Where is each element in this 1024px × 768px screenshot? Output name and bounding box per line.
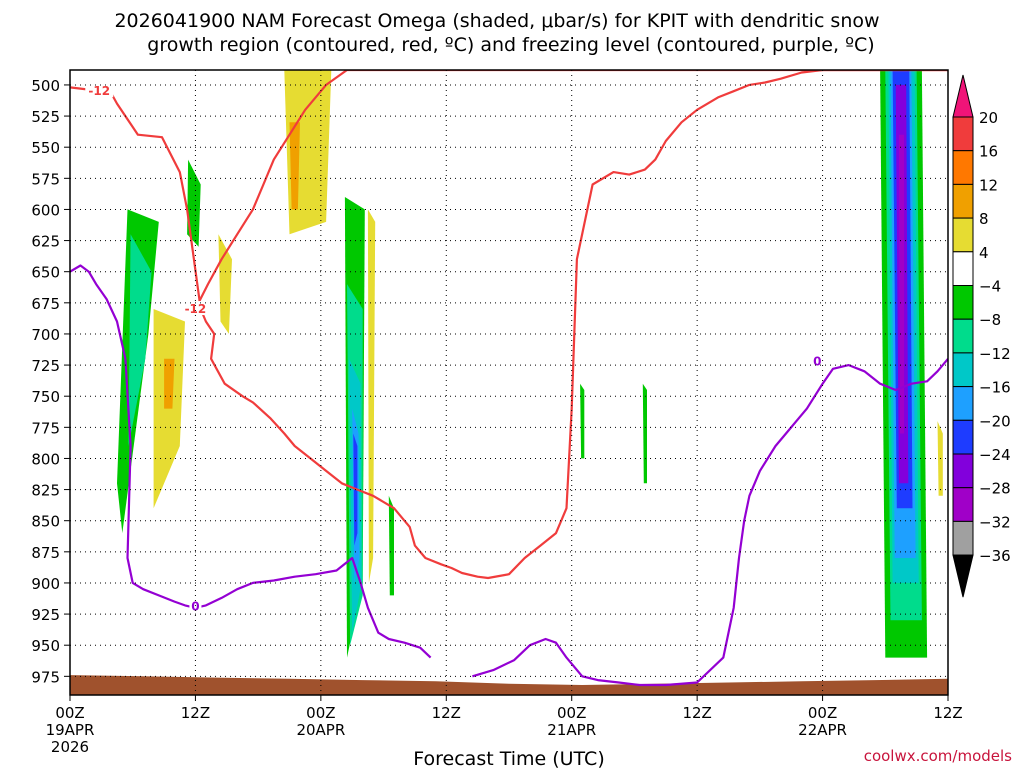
dgz-contour-1 [194,70,948,310]
x-tick-label-24: 00Z [306,704,335,722]
colorbar-label-13: −36 [979,547,1011,565]
colorbar-swatch-1 [952,116,974,152]
dgz-contour-label-bg-1 [181,301,210,316]
y-tick-label-950: 950 [31,637,60,655]
dgz-contour-0 [70,70,948,580]
colorbar: 20 16 12 8 4 −4 −8 −12 −16 −20 −24 −28 −32 −36 [952,74,1011,598]
omega-region-6 [164,358,175,409]
chart-title-line-2: growth region (contoured, red, ºC) and f… [147,34,874,56]
colorbar-label-7: −12 [979,345,1011,363]
y-tick-label-575: 575 [31,170,60,188]
y-tick-label-750: 750 [31,388,60,406]
axes: 500 525 550 575 600 625 650 675 700 725 750 775 800 8… [31,69,963,756]
y-tick-label-525: 525 [31,108,60,126]
x-tick-year-0: 2026 [51,738,89,756]
x-tick-date-72: 22APR [798,721,847,739]
freezing-contour-2 [70,264,432,659]
colorbar-label-6: −8 [979,311,1001,329]
colorbar-label-3: 8 [979,210,989,228]
colorbar-label-10: −24 [979,446,1011,464]
freezing-contour-3 [472,358,948,687]
colorbar-swatch-2 [952,150,974,185]
freezing-contour-label-3: 0 [813,354,821,368]
colorbar-swatch-7 [952,318,974,354]
colorbar-label-1: 16 [979,143,998,161]
chart-title-line-1: 2026041900 NAM Forecast Omega (shaded, μ… [114,10,879,32]
credit-text: coolwx.com/models [864,747,1012,765]
colorbar-label-0: 20 [979,109,998,127]
y-tick-label-700: 700 [31,326,60,344]
y-tick-label-775: 775 [31,419,60,437]
freezing-contour-label-2: 0 [191,600,199,614]
omega-region-1 [128,234,152,446]
dgz-contour-label-bg-0 [85,83,114,98]
x-tick-date-0: 19APR [46,721,95,739]
colorbar-label-9: −20 [979,412,1011,430]
y-tick-label-650: 650 [31,264,60,282]
x-tick-label-36: 12Z [432,704,461,722]
y-tick-label-900: 900 [31,575,60,593]
y-tick-label-875: 875 [31,544,60,562]
y-tick-label-625: 625 [31,233,60,251]
x-axis-label: Forecast Time (UTC) [413,748,604,768]
colorbar-label-12: −32 [979,513,1011,531]
y-tick-label-825: 825 [31,482,60,500]
x-tick-label-0: 00Z [55,704,84,722]
plot-frame [69,69,949,696]
grid [70,70,948,695]
colorbar-swatch-5 [952,251,974,287]
x-tick-label-84: 12Z [933,704,962,722]
colorbar-label-11: −28 [979,480,1011,498]
colorbar-swatch-3 [952,183,974,219]
x-tick-label-12: 12Z [181,704,210,722]
colorbar-swatch-10 [952,419,974,455]
terrain-surface [70,675,948,695]
dgz-contour-label-1: -12 [185,302,207,316]
colorbar-swatch-8 [952,352,974,388]
y-tick-label-800: 800 [31,450,60,468]
colorbar-swatch-6 [952,285,974,320]
colorbar-swatch-4 [952,217,974,253]
x-tick-label-72: 00Z [808,704,837,722]
x-tick-date-24: 20APR [296,721,345,739]
omega-region-14 [388,495,394,596]
x-tick-label-48: 00Z [557,704,586,722]
colorbar-top-triangle [952,74,974,118]
y-tick-label-550: 550 [31,139,60,157]
colorbar-swatch-9 [952,386,974,421]
colorbar-label-2: 12 [979,176,998,194]
omega-region-13 [367,209,376,583]
colorbar-bottom-triangle [952,554,974,598]
y-tick-label-500: 500 [31,77,60,95]
y-tick-label-725: 725 [31,357,60,375]
plot-area: -12 -12 0 0 [70,70,948,695]
omega-region-15 [580,383,585,459]
dgz-contour-label-0: -12 [88,84,110,98]
colorbar-swatch-13 [952,520,974,556]
colorbar-label-5: −4 [979,278,1001,296]
omega-region-2 [187,159,201,247]
y-tick-label-925: 925 [31,606,60,624]
x-tick-date-48: 21APR [547,721,596,739]
colorbar-label-8: −16 [979,379,1011,397]
y-tick-label-975: 975 [31,668,60,686]
omega-region-7 [218,234,232,334]
freezing-contour-label-bg-3 [811,353,824,368]
y-tick-label-850: 850 [31,513,60,531]
omega-region-4 [289,122,300,210]
y-tick-label-675: 675 [31,295,60,313]
colorbar-swatch-11 [952,453,974,489]
x-tick-label-60: 12Z [682,704,711,722]
omega-region-16 [642,383,647,484]
colorbar-swatch-12 [952,487,974,522]
y-tick-label-600: 600 [31,201,60,219]
colorbar-label-4: 4 [979,244,989,262]
